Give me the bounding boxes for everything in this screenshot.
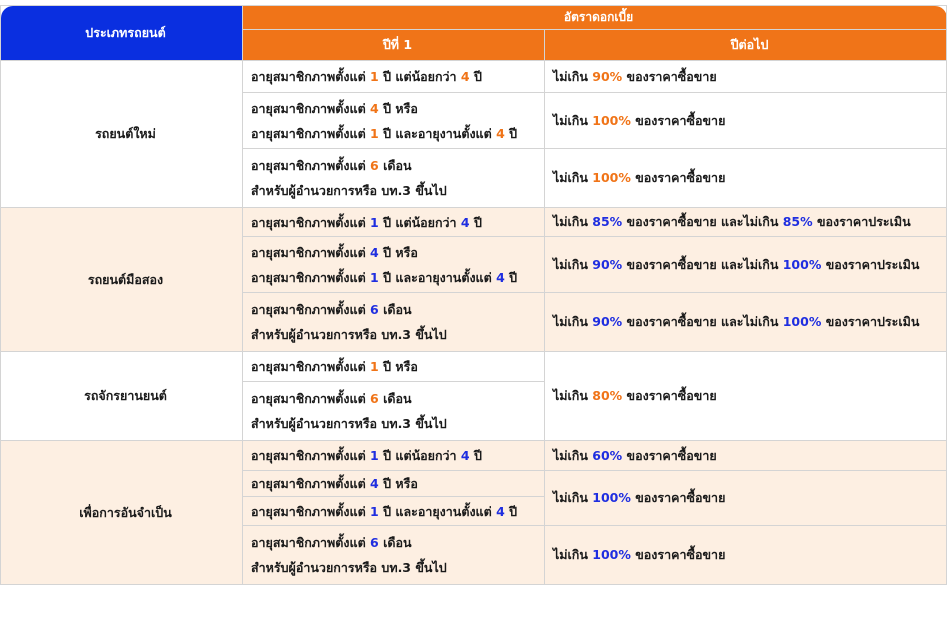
number-value: 4 — [496, 125, 505, 141]
condition-line: อายุสมาชิกภาพตั้งแต่ 1 ปี หรือ — [251, 359, 418, 374]
rate-cell: ไม่เกิน 90% ของราคาซื้อขาย — [543, 60, 948, 93]
condition-cell: อายุสมาชิกภาพตั้งแต่ 4 ปี หรือ — [242, 470, 545, 497]
condition-cell: อายุสมาชิกภาพตั้งแต่ 6 เดือนสำหรับผู้อำน… — [242, 525, 545, 585]
year1-header: ปีที่ 1 — [242, 29, 545, 61]
percent-value: 85% — [782, 214, 813, 229]
condition-line: สำหรับผู้อำนวยการหรือ บท.3 ขึ้นไป — [251, 183, 447, 198]
condition-cell: อายุสมาชิกภาพตั้งแต่ 1 ปี และอายุงานตั้ง… — [242, 496, 545, 526]
condition-cell: อายุสมาชิกภาพตั้งแต่ 1 ปี หรือ — [242, 351, 545, 382]
percent-value: 100% — [782, 256, 822, 272]
number-value: 4 — [460, 69, 470, 84]
condition-cell: อายุสมาชิกภาพตั้งแต่ 6 เดือนสำหรับผู้อำน… — [242, 148, 545, 208]
rate-cell: ไม่เกิน 90% ของราคาซื้อขาย และไม่เกิน 10… — [543, 292, 948, 352]
number-value: 4 — [370, 244, 379, 260]
number-value: 1 — [370, 448, 379, 463]
rate-cell: ไม่เกิน 85% ของราคาซื้อขาย และไม่เกิน 85… — [543, 207, 948, 237]
number-value: 1 — [370, 214, 379, 230]
number-value: 1 — [370, 125, 379, 141]
next-years-header: ปีต่อไป — [543, 29, 948, 61]
rate-cell: ไม่เกิน 90% ของราคาซื้อขาย และไม่เกิน 10… — [543, 236, 948, 293]
condition-line: อายุสมาชิกภาพตั้งแต่ 4 ปี หรือ — [251, 244, 418, 260]
condition-line: อายุสมาชิกภาพตั้งแต่ 4 ปี หรือ — [251, 100, 418, 116]
number-value: 6 — [370, 535, 379, 550]
condition-line: อายุสมาชิกภาพตั้งแต่ 6 เดือน — [251, 302, 412, 317]
percent-value: 85% — [592, 214, 623, 229]
number-value: 4 — [496, 503, 505, 519]
condition-line: อายุสมาชิกภาพตั้งแต่ 1 ปี และอายุงานตั้ง… — [251, 269, 518, 285]
condition-line: อายุสมาชิกภาพตั้งแต่ 1 ปี และอายุงานตั้ง… — [251, 503, 518, 519]
condition-line: อายุสมาชิกภาพตั้งแต่ 1 ปี แต่น้อยกว่า 4 … — [251, 214, 482, 230]
number-value: 4 — [460, 214, 470, 230]
rate-cell: ไม่เกิน 100% ของราคาซื้อขาย — [543, 470, 948, 526]
number-value: 1 — [370, 269, 379, 285]
number-value: 4 — [460, 448, 470, 463]
percent-value: 90% — [592, 314, 623, 329]
condition-line: อายุสมาชิกภาพตั้งแต่ 6 เดือน — [251, 535, 412, 550]
vehicle-type-necessity: เพื่อการอันจำเป็น — [0, 440, 243, 585]
rate-cell: ไม่เกิน 100% ของราคาซื้อขาย — [543, 525, 948, 585]
number-value: 4 — [370, 476, 379, 491]
vehicle-type-motorcycle: รถจักรยานยนต์ — [0, 351, 243, 441]
condition-cell: อายุสมาชิกภาพตั้งแต่ 1 ปี แต่น้อยกว่า 4 … — [242, 60, 545, 93]
number-value: 1 — [370, 359, 379, 374]
rate-cell: ไม่เกิน 100% ของราคาซื้อขาย — [543, 92, 948, 149]
percent-value: 90% — [592, 256, 623, 272]
percent-value: 60% — [592, 447, 623, 463]
condition-line: อายุสมาชิกภาพตั้งแต่ 6 เดือน — [251, 158, 412, 173]
percent-value: 100% — [592, 112, 631, 128]
condition-cell: อายุสมาชิกภาพตั้งแต่ 1 ปี แต่น้อยกว่า 4 … — [242, 207, 545, 237]
number-value: 1 — [370, 503, 379, 519]
rate-cell: ไม่เกิน 100% ของราคาซื้อขาย — [543, 148, 948, 208]
percent-value: 80% — [592, 388, 623, 403]
percent-value: 90% — [592, 68, 623, 84]
rate-cell: ไม่เกิน 80% ของราคาซื้อขาย — [543, 351, 948, 441]
rate-cell: ไม่เกิน 60% ของราคาซื้อขาย — [543, 440, 948, 471]
vehicle-type-used-car: รถยนต์มือสอง — [0, 207, 243, 352]
percent-value: 100% — [782, 314, 822, 329]
condition-cell: อายุสมาชิกภาพตั้งแต่ 6 เดือนสำหรับผู้อำน… — [242, 381, 545, 441]
vehicle-type-header: ประเภทรถยนต์ — [0, 5, 243, 61]
condition-line: อายุสมาชิกภาพตั้งแต่ 6 เดือน — [251, 391, 412, 406]
percent-value: 100% — [592, 170, 631, 185]
interest-rate-header: อัตราดอกเบี้ย — [241, 5, 948, 30]
number-value: 6 — [370, 158, 379, 173]
loan-rate-table: ประเภทรถยนต์ อัตราดอกเบี้ย ปีที่ 1 ปีต่อ… — [0, 5, 948, 585]
condition-line: อายุสมาชิกภาพตั้งแต่ 4 ปี หรือ — [251, 476, 418, 491]
percent-value: 100% — [592, 547, 631, 562]
condition-line: อายุสมาชิกภาพตั้งแต่ 1 ปี แต่น้อยกว่า 4 … — [251, 448, 482, 463]
number-value: 1 — [370, 69, 379, 84]
number-value: 6 — [370, 302, 379, 317]
number-value: 4 — [370, 100, 379, 116]
percent-value: 100% — [592, 490, 631, 505]
condition-cell: อายุสมาชิกภาพตั้งแต่ 4 ปี หรืออายุสมาชิก… — [242, 92, 545, 149]
condition-cell: อายุสมาชิกภาพตั้งแต่ 4 ปี หรืออายุสมาชิก… — [242, 236, 545, 293]
condition-line: อายุสมาชิกภาพตั้งแต่ 1 ปี แต่น้อยกว่า 4 … — [251, 69, 482, 84]
condition-line: สำหรับผู้อำนวยการหรือ บท.3 ขึ้นไป — [251, 560, 447, 575]
condition-line: สำหรับผู้อำนวยการหรือ บท.3 ขึ้นไป — [251, 327, 447, 342]
number-value: 6 — [370, 391, 379, 406]
condition-cell: อายุสมาชิกภาพตั้งแต่ 6 เดือนสำหรับผู้อำน… — [242, 292, 545, 352]
condition-line: อายุสมาชิกภาพตั้งแต่ 1 ปี และอายุงานตั้ง… — [251, 125, 518, 141]
condition-cell: อายุสมาชิกภาพตั้งแต่ 1 ปี แต่น้อยกว่า 4 … — [242, 440, 545, 471]
condition-line: สำหรับผู้อำนวยการหรือ บท.3 ขึ้นไป — [251, 416, 447, 431]
number-value: 4 — [496, 269, 505, 285]
vehicle-type-new-car: รถยนต์ใหม่ — [0, 60, 243, 208]
